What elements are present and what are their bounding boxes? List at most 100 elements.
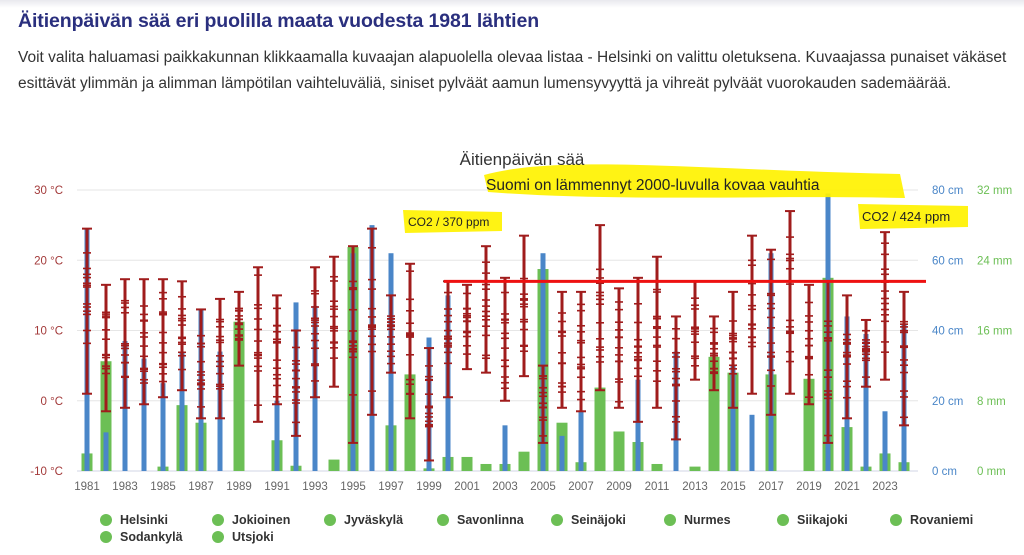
legend-dot-icon bbox=[437, 514, 449, 526]
x-tick-label: 2005 bbox=[530, 481, 556, 493]
temperature-range[interactable] bbox=[215, 297, 225, 420]
rain-bar[interactable] bbox=[708, 356, 720, 471]
snow-tick-label: 80 cm bbox=[932, 185, 963, 197]
temperature-range[interactable] bbox=[633, 276, 643, 423]
snow-bar[interactable] bbox=[160, 383, 166, 471]
temperature-range[interactable] bbox=[177, 280, 187, 392]
snow-bar[interactable] bbox=[141, 358, 147, 471]
legend-item-utsjoki[interactable]: Utsjoki bbox=[212, 530, 274, 544]
snow-tick-label: 60 cm bbox=[932, 255, 963, 267]
rain-tick-label: 32 mm bbox=[977, 185, 1012, 197]
temperature-range[interactable] bbox=[823, 280, 833, 444]
temperature-range[interactable] bbox=[386, 294, 396, 374]
x-tick-label: 2019 bbox=[796, 481, 822, 493]
temperature-range[interactable] bbox=[671, 315, 681, 441]
x-tick-label: 1983 bbox=[112, 481, 138, 493]
snow-bar[interactable] bbox=[559, 435, 565, 471]
rain-bar[interactable] bbox=[518, 451, 530, 471]
snow-bar[interactable] bbox=[730, 365, 736, 471]
x-tick-label: 2013 bbox=[682, 481, 708, 493]
rain-bar[interactable] bbox=[803, 378, 815, 471]
rain-bar[interactable] bbox=[233, 321, 245, 471]
legend-item-savonlinna[interactable]: Savonlinna bbox=[437, 513, 524, 527]
temperature-range[interactable] bbox=[348, 245, 358, 444]
headline-highlight bbox=[484, 164, 905, 198]
temperature-range[interactable] bbox=[101, 283, 111, 413]
snow-bar[interactable] bbox=[274, 400, 280, 471]
x-tick-label: 2015 bbox=[720, 481, 746, 493]
temperature-range[interactable] bbox=[728, 290, 738, 409]
temperature-range[interactable] bbox=[785, 210, 795, 395]
temperature-range[interactable] bbox=[804, 283, 814, 406]
legend-dot-icon bbox=[551, 514, 563, 526]
temperature-range[interactable] bbox=[443, 280, 453, 399]
temperature-range[interactable] bbox=[899, 290, 909, 427]
rain-tick-label: 0 mm bbox=[977, 466, 1006, 478]
rain-bar[interactable] bbox=[480, 463, 492, 471]
legend-dot-icon bbox=[664, 514, 676, 526]
temperature-range[interactable] bbox=[519, 234, 529, 378]
snow-bar[interactable] bbox=[540, 253, 546, 471]
x-tick-label: 2021 bbox=[834, 481, 860, 493]
temperature-range[interactable] bbox=[120, 278, 130, 409]
temperature-range[interactable] bbox=[367, 227, 377, 416]
legend-item-sodankylä[interactable]: Sodankylä bbox=[100, 530, 183, 544]
temperature-range[interactable] bbox=[652, 255, 662, 409]
temperature-range[interactable] bbox=[272, 294, 282, 406]
temperature-range[interactable] bbox=[291, 329, 301, 437]
temperature-range[interactable] bbox=[310, 266, 320, 399]
temperature-range[interactable] bbox=[462, 283, 472, 371]
temperature-range[interactable] bbox=[196, 308, 206, 420]
legend-item-jokioinen[interactable]: Jokioinen bbox=[212, 513, 290, 527]
temperature-tick-label: 0 °C bbox=[41, 396, 64, 408]
snow-bar[interactable] bbox=[882, 411, 888, 471]
legend-dot-icon bbox=[212, 514, 224, 526]
legend-item-nurmes[interactable]: Nurmes bbox=[664, 513, 731, 527]
temperature-range[interactable] bbox=[842, 294, 852, 420]
snow-bar[interactable] bbox=[863, 334, 869, 471]
rain-bar[interactable] bbox=[594, 387, 606, 471]
legend-item-rovaniemi[interactable]: Rovaniemi bbox=[890, 513, 973, 527]
legend-dot-icon bbox=[324, 514, 336, 526]
rain-bar[interactable] bbox=[100, 361, 112, 471]
temperature-range[interactable] bbox=[766, 248, 776, 416]
snow-bar[interactable] bbox=[103, 432, 109, 471]
legend-item-helsinki[interactable]: Helsinki bbox=[100, 513, 168, 527]
temperature-range[interactable] bbox=[481, 245, 491, 374]
legend-item-jyväskylä[interactable]: Jyväskylä bbox=[324, 513, 403, 527]
page-title: Äitienpäivän sää eri puolilla maata vuod… bbox=[18, 10, 540, 32]
weather-chart: 30 °C 20 °C 10 °C 0 °C -10 °C 80 cm 60 cm 40 c… bbox=[30, 150, 1012, 493]
temperature-range[interactable] bbox=[557, 290, 567, 409]
snow-bar[interactable] bbox=[502, 425, 508, 471]
temperature-range[interactable] bbox=[329, 255, 339, 388]
snow-bar[interactable] bbox=[635, 379, 641, 471]
temperature-range[interactable] bbox=[405, 262, 415, 420]
snow-bar[interactable] bbox=[578, 411, 584, 471]
temperature-range[interactable] bbox=[139, 278, 149, 406]
rain-bar[interactable] bbox=[404, 374, 416, 471]
temperature-range[interactable] bbox=[234, 290, 244, 367]
temperature-range[interactable] bbox=[538, 364, 548, 444]
legend-item-siikajoki[interactable]: Siikajoki bbox=[777, 513, 848, 527]
temperature-range[interactable] bbox=[861, 318, 871, 388]
rain-bar[interactable] bbox=[328, 459, 340, 471]
temperature-range[interactable] bbox=[880, 231, 890, 381]
rain-bar[interactable] bbox=[461, 456, 473, 471]
snow-bar[interactable] bbox=[179, 351, 185, 471]
temperature-range[interactable] bbox=[500, 276, 510, 402]
rain-bar[interactable] bbox=[651, 463, 663, 471]
temperature-range[interactable] bbox=[614, 287, 624, 409]
snow-bar[interactable] bbox=[749, 414, 755, 471]
legend-item-seinäjoki[interactable]: Seinäjoki bbox=[551, 513, 626, 527]
temperature-range[interactable] bbox=[158, 278, 168, 399]
x-tick-label: 1997 bbox=[378, 481, 404, 493]
temperature-range[interactable] bbox=[747, 234, 757, 395]
temperature-range[interactable] bbox=[424, 347, 434, 462]
temperature-range[interactable] bbox=[709, 315, 719, 392]
rain-bar[interactable] bbox=[613, 431, 625, 471]
rain-bar[interactable] bbox=[689, 466, 701, 471]
temperature-range[interactable] bbox=[576, 290, 586, 413]
temperature-range[interactable] bbox=[595, 224, 605, 392]
temperature-range[interactable] bbox=[82, 227, 92, 395]
temperature-range[interactable] bbox=[253, 266, 263, 423]
